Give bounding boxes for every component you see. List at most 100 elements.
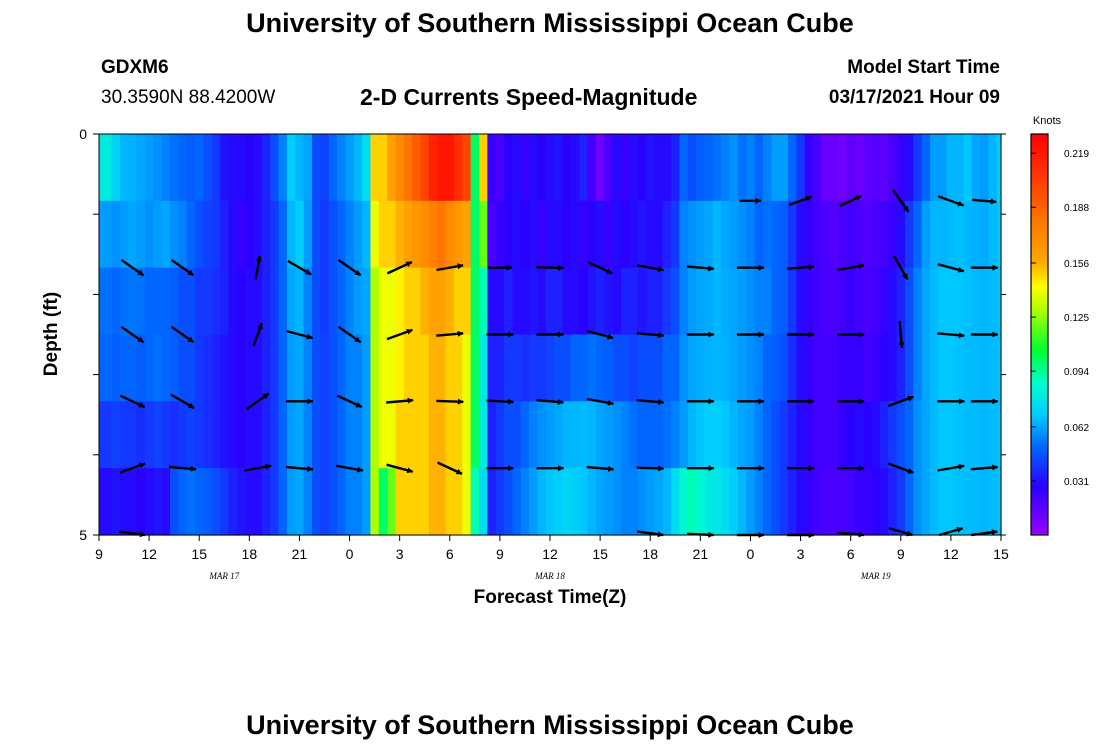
heat-cell <box>963 334 973 402</box>
heat-cell <box>762 401 772 469</box>
heat-cell <box>153 134 163 202</box>
heat-cell <box>270 334 280 402</box>
heat-cell <box>387 401 397 469</box>
heat-cell <box>988 401 998 469</box>
heat-cell <box>362 134 372 202</box>
current-arrow <box>971 529 998 537</box>
heat-cell <box>412 334 422 402</box>
heat-cell <box>495 401 505 469</box>
heat-cell <box>554 200 564 269</box>
heat-cell <box>754 134 764 202</box>
heat-cell <box>537 134 547 202</box>
heat-cell <box>479 401 488 469</box>
heat-cell <box>128 468 138 536</box>
heat-cell <box>370 200 380 269</box>
heat-cell <box>846 468 856 536</box>
heat-cell <box>779 401 789 469</box>
heat-cell <box>879 134 889 202</box>
heat-cell <box>955 334 965 402</box>
current-arrow <box>837 531 865 538</box>
heat-cell <box>144 200 154 269</box>
heat-cell <box>595 468 605 536</box>
heat-cell <box>128 267 138 336</box>
heat-cell <box>771 468 781 536</box>
heat-cell <box>971 468 981 536</box>
heat-cell <box>646 200 655 269</box>
heat-cell <box>211 200 221 269</box>
current-arrow <box>119 462 146 474</box>
heat-cell <box>946 200 956 269</box>
current-arrow <box>587 260 613 275</box>
heat-cell <box>980 401 990 469</box>
heat-cell <box>161 200 171 269</box>
heat-cell <box>103 468 113 536</box>
heat-cell <box>946 401 956 469</box>
chart-subtitle: 2-D Currents Speed-Magnitude <box>360 84 698 110</box>
heat-cell <box>479 468 488 536</box>
heat-cell <box>921 134 931 202</box>
x-tick-label: 18 <box>642 546 658 562</box>
heat-cell <box>654 401 664 469</box>
current-arrow <box>120 258 145 277</box>
x-tick-label: 3 <box>797 546 805 562</box>
heat-cell <box>746 334 756 402</box>
heat-cell <box>203 468 213 536</box>
heat-cell <box>762 468 772 536</box>
heat-cell <box>428 401 438 469</box>
heat-cell <box>470 334 480 402</box>
heat-cell <box>487 267 497 336</box>
heat-cell <box>804 468 814 536</box>
current-arrow <box>887 462 914 474</box>
heat-cell <box>612 334 622 402</box>
heat-cell <box>462 267 472 336</box>
heat-cell <box>136 134 146 202</box>
heat-cell <box>328 401 338 469</box>
heat-cell <box>520 200 530 269</box>
heat-cell <box>570 468 580 536</box>
current-arrow <box>337 325 362 344</box>
heat-cell <box>662 334 672 402</box>
heat-cell <box>679 468 689 536</box>
heat-cell <box>295 468 305 536</box>
heat-cell <box>562 334 572 402</box>
heat-cell <box>362 468 372 536</box>
heat-cell <box>286 401 296 469</box>
x-tick-label: 15 <box>993 546 1009 562</box>
heat-cell <box>462 401 472 469</box>
heat-cell <box>896 200 906 269</box>
heat-cell <box>328 334 338 402</box>
heat-cell <box>838 468 848 536</box>
heat-cell <box>479 267 488 336</box>
current-arrow <box>586 329 614 340</box>
heat-cell <box>595 334 605 402</box>
heat-cell <box>554 334 564 402</box>
current-vectors <box>119 189 999 538</box>
heat-cell <box>504 334 514 402</box>
heat-cell <box>195 200 204 269</box>
heat-cell <box>487 200 497 269</box>
heat-cell <box>754 334 764 402</box>
heat-cell <box>320 134 330 202</box>
heat-cell <box>504 134 514 202</box>
heat-cell <box>186 334 196 402</box>
heat-cell <box>136 267 146 336</box>
heat-cell <box>395 468 405 536</box>
heat-cell <box>328 134 338 202</box>
heat-cell <box>320 200 330 269</box>
heat-cell <box>470 200 480 269</box>
current-arrow <box>170 325 195 344</box>
heat-cell <box>971 267 981 336</box>
heat-cell <box>245 468 255 536</box>
heat-cell <box>495 334 505 402</box>
heat-cell <box>938 334 948 402</box>
heat-cell <box>721 468 731 536</box>
heat-cell <box>495 468 505 536</box>
heat-cell <box>345 134 355 202</box>
heat-cell <box>654 200 664 269</box>
heat-cell <box>980 468 990 536</box>
heat-cell <box>353 334 363 402</box>
colorbar-unit-label: Knots <box>1033 115 1062 127</box>
heat-cell <box>437 134 447 202</box>
heat-cell <box>453 468 463 536</box>
